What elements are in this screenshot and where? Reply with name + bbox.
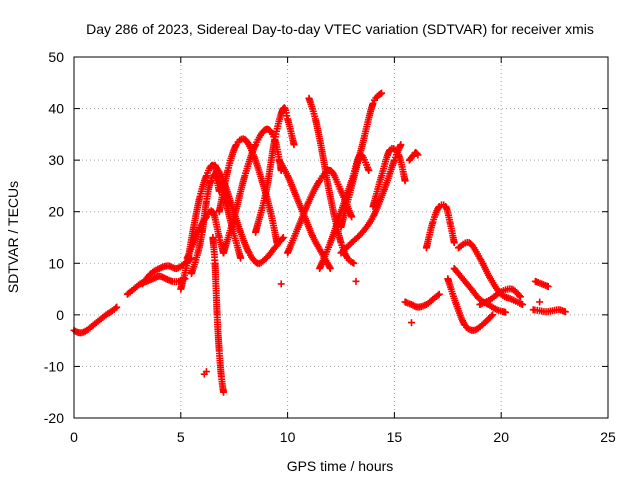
data-point <box>501 308 509 316</box>
series-arc-07 <box>209 234 228 396</box>
axis-ticks <box>73 56 609 419</box>
data-point <box>348 213 356 221</box>
data-point <box>200 370 208 378</box>
series-arc-23 <box>450 264 509 316</box>
data-point <box>488 312 496 320</box>
data-point <box>343 253 351 261</box>
data-point <box>378 89 386 97</box>
x-tick-labels: 0 5 10 15 20 25 <box>70 429 616 445</box>
data-point <box>435 290 443 298</box>
data-point <box>519 301 527 309</box>
data-point <box>544 282 552 290</box>
data-point <box>279 234 287 241</box>
plot-frame <box>73 56 609 419</box>
data-point <box>112 304 120 312</box>
data-point <box>414 151 422 159</box>
y-tick-labels: -20 -10 0 10 20 30 40 50 <box>44 49 64 426</box>
y-tick-label: -20 <box>44 410 64 426</box>
series-arc-20 <box>401 290 443 311</box>
data-point <box>315 178 323 186</box>
data-point <box>407 319 415 327</box>
data-point <box>397 141 405 149</box>
data-point <box>113 303 121 311</box>
x-tick-label: 0 <box>70 429 78 445</box>
data-point <box>516 292 524 300</box>
data-point <box>277 280 285 288</box>
data-point <box>516 293 524 301</box>
y-tick-label: -10 <box>44 358 64 374</box>
y-axis-label: SDTVAR / TECUs <box>5 181 21 293</box>
data-point <box>215 187 223 195</box>
y-tick-label: 0 <box>56 307 64 323</box>
data-point <box>561 308 569 316</box>
data-point <box>369 99 377 107</box>
x-tick-label: 25 <box>600 429 616 445</box>
x-tick-label: 15 <box>387 429 403 445</box>
data-point <box>350 259 358 267</box>
series-arc-25 <box>476 285 524 309</box>
series-arc-21 <box>422 201 458 252</box>
data-points <box>70 89 569 396</box>
series-arc-26 <box>529 306 569 316</box>
data-point <box>326 264 334 272</box>
series-arc-19 <box>405 148 422 164</box>
series-arc-09 <box>211 161 287 267</box>
y-tick-label: 50 <box>48 49 64 65</box>
data-point <box>290 141 298 149</box>
data-point <box>352 277 360 285</box>
series-arc-06 <box>187 171 223 278</box>
data-point <box>401 177 409 185</box>
x-tick-label: 5 <box>177 429 185 445</box>
series-arc-14 <box>305 94 358 267</box>
series-arc-22 <box>444 275 497 334</box>
data-point <box>413 150 421 158</box>
y-tick-label: 30 <box>48 152 64 168</box>
data-point <box>536 298 544 306</box>
series-arc-27 <box>531 277 552 290</box>
series-arc-18 <box>369 145 409 211</box>
x-tick-label: 20 <box>493 429 509 445</box>
data-point <box>434 291 442 299</box>
chart-title: Day 286 of 2023, Sidereal Day-to-day VTE… <box>86 21 594 37</box>
series-arc-01 <box>70 303 121 337</box>
series-isolated <box>200 277 544 378</box>
series-arc-11 <box>252 104 298 236</box>
data-point <box>450 239 458 247</box>
data-point <box>237 254 245 262</box>
series-arc-16 <box>337 89 386 231</box>
x-tick-label: 10 <box>280 429 296 445</box>
y-tick-label: 40 <box>48 101 64 117</box>
data-point <box>220 388 228 396</box>
x-axis-label: GPS time / hours <box>287 458 394 474</box>
y-tick-label: 20 <box>48 204 64 220</box>
data-point <box>365 166 373 174</box>
y-tick-label: 10 <box>48 255 64 271</box>
data-point <box>489 311 497 319</box>
